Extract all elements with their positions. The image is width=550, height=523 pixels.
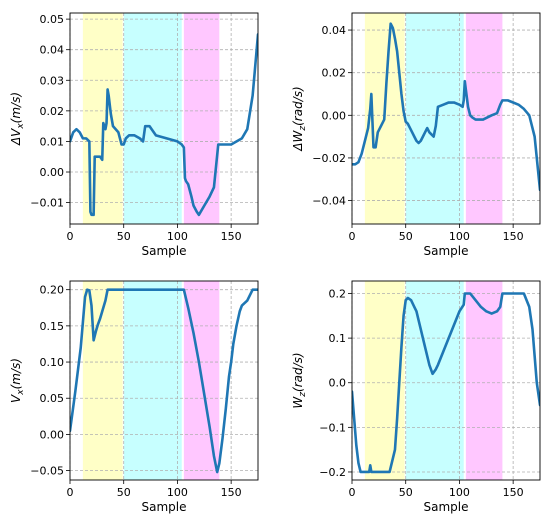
y-tick-label: 0.1 bbox=[329, 332, 347, 345]
phase-band-3 bbox=[465, 281, 503, 480]
y-tick-label: 0.01 bbox=[40, 135, 65, 148]
y-axis-label: ΔWz(rad/s) bbox=[291, 86, 308, 151]
x-tick-label: 100 bbox=[449, 230, 470, 243]
x-axis-label: Sample bbox=[424, 500, 469, 514]
y-tick-label: 0.15 bbox=[40, 320, 65, 333]
y-tick-label: 0.05 bbox=[40, 392, 65, 405]
plot-frame bbox=[351, 12, 541, 225]
y-axis-unit: (rad/s) bbox=[291, 86, 305, 126]
y-axis-subscript: z bbox=[298, 126, 308, 132]
y-tick-label: −0.1 bbox=[319, 421, 346, 434]
x-tick-label: 50 bbox=[399, 230, 413, 243]
x-tick-label: 100 bbox=[167, 486, 188, 499]
series-line bbox=[352, 22, 540, 192]
y-axis-unit: (m/s) bbox=[9, 358, 23, 389]
y-axis-label: Wz(rad/s) bbox=[291, 352, 308, 408]
series-line bbox=[70, 288, 258, 474]
y-tick-label: 0.03 bbox=[40, 74, 65, 87]
y-axis-symbol: V bbox=[9, 394, 23, 403]
y-axis-symbol: W bbox=[291, 396, 305, 409]
x-tick-label: 150 bbox=[503, 486, 524, 499]
x-axis-label: Sample bbox=[142, 244, 187, 258]
y-tick-label: 0.0 bbox=[329, 377, 347, 390]
y-axis-subscript: x bbox=[16, 123, 26, 130]
plot-frame bbox=[69, 280, 259, 481]
phase-band-2 bbox=[405, 281, 464, 480]
x-tick-label: 150 bbox=[503, 230, 524, 243]
y-tick-label: −0.05 bbox=[30, 465, 64, 478]
y-axis-symbol: ΔV bbox=[9, 128, 23, 146]
y-axis-symbol: ΔW bbox=[291, 129, 305, 151]
y-tick-label: 0.20 bbox=[40, 284, 65, 297]
subplot-2: 0 50 100 150 −0.04 −0.02 0.00 0.02 0.04 Sample ΔWz… bbox=[291, 12, 541, 258]
y-tick-label: 0.05 bbox=[40, 13, 65, 26]
y-tick-label: 0.00 bbox=[322, 109, 347, 122]
series-line bbox=[70, 33, 258, 217]
subplot-1: 0 50 100 150 −0.01 0.00 0.01 0.02 0.03 0.04 0.05 Sa… bbox=[9, 12, 259, 258]
phase-band-2 bbox=[405, 13, 464, 224]
plot-frame bbox=[69, 12, 259, 225]
x-tick-label: 0 bbox=[67, 230, 74, 243]
subplot-4: 0 50 100 150 −0.2 −0.1 0.0 0.1 0.2 Sample Wz(rad/s… bbox=[291, 280, 541, 514]
y-tick-label: 0.10 bbox=[40, 356, 65, 369]
y-tick-label: 0.02 bbox=[40, 105, 65, 118]
y-axis-unit: (rad/s) bbox=[291, 352, 305, 392]
y-tick-label: 0.04 bbox=[40, 44, 65, 57]
y-tick-label: −0.2 bbox=[319, 466, 346, 479]
x-tick-label: 0 bbox=[67, 486, 74, 499]
y-tick-label: 0.02 bbox=[322, 67, 347, 80]
x-tick-label: 100 bbox=[167, 230, 188, 243]
y-axis-label: ΔVx(m/s) bbox=[9, 92, 26, 146]
plot-frame bbox=[351, 280, 541, 481]
phase-band-1 bbox=[364, 281, 405, 480]
x-tick-label: 50 bbox=[399, 486, 413, 499]
x-tick-label: 50 bbox=[117, 230, 131, 243]
x-axis-label: Sample bbox=[142, 500, 187, 514]
y-tick-label: 0.00 bbox=[40, 428, 65, 441]
y-tick-label: −0.02 bbox=[312, 152, 346, 165]
x-tick-label: 100 bbox=[449, 486, 470, 499]
y-tick-label: 0.04 bbox=[322, 24, 347, 37]
y-tick-label: −0.01 bbox=[30, 197, 64, 210]
y-axis-subscript: x bbox=[16, 389, 26, 396]
x-tick-label: 0 bbox=[349, 486, 356, 499]
y-axis-label: Vx(m/s) bbox=[9, 358, 26, 403]
phase-band-2 bbox=[123, 13, 182, 224]
x-axis-label: Sample bbox=[424, 244, 469, 258]
y-tick-label: −0.04 bbox=[312, 195, 346, 208]
y-axis-subscript: z bbox=[298, 392, 308, 398]
phase-band-1 bbox=[82, 281, 123, 480]
x-tick-label: 50 bbox=[117, 486, 131, 499]
x-tick-label: 150 bbox=[221, 230, 242, 243]
y-tick-label: 0.00 bbox=[40, 166, 65, 179]
x-tick-label: 0 bbox=[349, 230, 356, 243]
x-tick-label: 150 bbox=[221, 486, 242, 499]
y-tick-label: 0.2 bbox=[329, 287, 347, 300]
y-axis-unit: (m/s) bbox=[9, 92, 23, 123]
series-line bbox=[352, 292, 540, 474]
subplot-3: 0 50 100 150 −0.05 0.00 0.05 0.10 0.15 0.20 Sample… bbox=[9, 280, 259, 514]
phase-band-2 bbox=[123, 281, 182, 480]
